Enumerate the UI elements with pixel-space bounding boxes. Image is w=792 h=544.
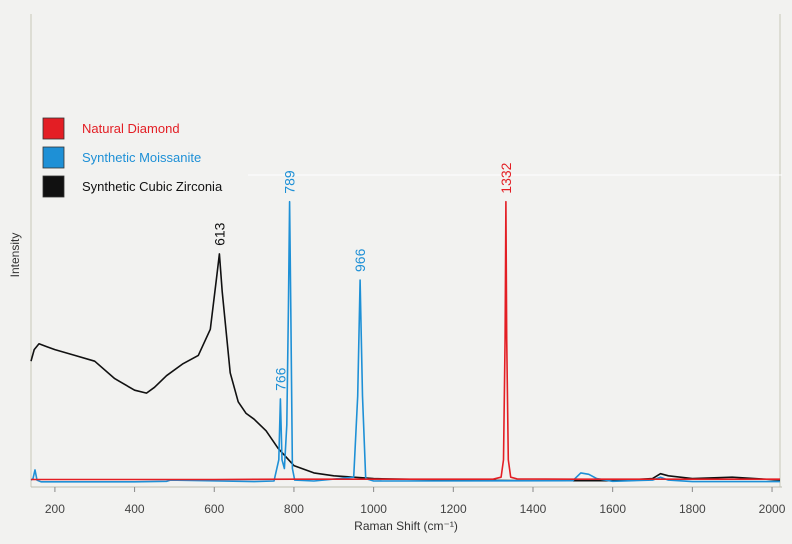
x-axis-ticks: 200 400 600 800 1000 1200 1400 1600 1800 2000: [45, 487, 786, 516]
peak-annotations: 613 766 789 966 1332: [211, 162, 514, 391]
legend-label: Synthetic Cubic Zirconia: [82, 179, 223, 194]
peak-label-766: 766: [272, 367, 288, 391]
peak-label-613: 613: [211, 222, 227, 246]
peak-label-789: 789: [282, 170, 298, 194]
x-tick-label: 200: [45, 502, 65, 516]
legend-label: Natural Diamond: [82, 121, 180, 136]
legend-swatch: [42, 146, 65, 169]
y-axis-label: Intensity: [8, 233, 22, 278]
legend-swatch: [42, 117, 65, 140]
x-tick-label: 600: [204, 502, 224, 516]
x-tick-label: 400: [125, 502, 145, 516]
x-tick-label: 800: [284, 502, 304, 516]
series-layer: [30, 200, 781, 483]
legend: Natural Diamond Synthetic Moissanite Synth…: [42, 117, 223, 198]
x-tick-label: 2000: [759, 502, 786, 516]
x-axis-label: Raman Shift (cm⁻¹): [354, 519, 458, 533]
legend-label: Synthetic Moissanite: [82, 150, 201, 165]
x-tick-label: 1800: [679, 502, 706, 516]
x-tick-label: 1400: [520, 502, 547, 516]
peak-label-966: 966: [352, 248, 368, 272]
legend-swatch: [42, 175, 65, 198]
x-tick-label: 1600: [599, 502, 626, 516]
x-tick-label: 1200: [440, 502, 467, 516]
x-tick-label: 1000: [360, 502, 387, 516]
peak-label-1332: 1332: [498, 162, 514, 193]
series-line-natural-diamond: [31, 200, 780, 481]
